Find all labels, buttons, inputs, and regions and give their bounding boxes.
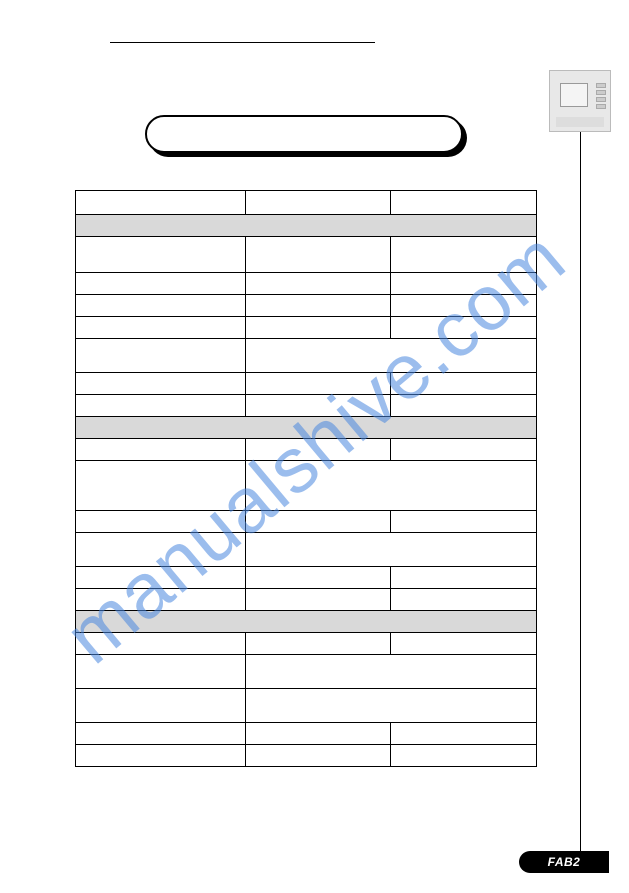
table-cell xyxy=(391,589,537,611)
table-cell xyxy=(76,533,246,567)
table-cell xyxy=(245,655,536,689)
device-thumbnail xyxy=(549,70,611,132)
table-cell xyxy=(245,633,391,655)
table-cell xyxy=(76,633,246,655)
table-cell xyxy=(391,191,537,215)
footer-tab: FAB2 xyxy=(519,851,609,873)
table-cell xyxy=(76,395,246,417)
table-cell xyxy=(76,511,246,533)
table-cell xyxy=(391,273,537,295)
table-cell xyxy=(76,273,246,295)
table-cell xyxy=(391,745,537,767)
table-cell xyxy=(391,237,537,273)
table-cell xyxy=(76,295,246,317)
table-cell xyxy=(245,373,391,395)
table-cell xyxy=(76,461,246,511)
table-cell xyxy=(245,395,391,417)
side-divider xyxy=(580,132,581,852)
table-cell xyxy=(245,295,391,317)
table-cell xyxy=(245,439,391,461)
table-cell xyxy=(245,689,536,723)
table-cell xyxy=(245,533,536,567)
table-cell xyxy=(245,191,391,215)
table-cell xyxy=(76,567,246,589)
table-cell xyxy=(391,723,537,745)
table-cell xyxy=(245,237,391,273)
table-cell xyxy=(76,237,246,273)
footer-label: FAB2 xyxy=(548,855,581,869)
table-section-header xyxy=(76,215,537,237)
table-cell xyxy=(245,339,536,373)
table-cell xyxy=(391,317,537,339)
table-cell xyxy=(76,745,246,767)
table-cell xyxy=(245,723,391,745)
table-section-header xyxy=(76,417,537,439)
table-cell xyxy=(245,317,391,339)
table-cell xyxy=(76,689,246,723)
table-cell xyxy=(391,633,537,655)
table-section-header xyxy=(76,611,537,633)
table-cell xyxy=(76,373,246,395)
table-cell xyxy=(245,461,536,511)
table-cell xyxy=(245,567,391,589)
table-cell xyxy=(76,439,246,461)
spec-table xyxy=(75,190,537,767)
table-cell xyxy=(76,317,246,339)
table-cell xyxy=(245,745,391,767)
table-cell xyxy=(391,295,537,317)
table-cell xyxy=(391,439,537,461)
table-cell xyxy=(391,395,537,417)
table-cell xyxy=(76,655,246,689)
table-cell xyxy=(76,191,246,215)
table-cell xyxy=(391,567,537,589)
table-cell xyxy=(245,273,391,295)
table-cell xyxy=(76,339,246,373)
table-cell xyxy=(245,511,391,533)
table-cell xyxy=(76,589,246,611)
table-cell xyxy=(76,723,246,745)
table-cell xyxy=(391,511,537,533)
header-underline xyxy=(110,42,375,43)
table-cell xyxy=(245,589,391,611)
chapter-heading-pill xyxy=(145,115,467,157)
table-cell xyxy=(391,373,537,395)
